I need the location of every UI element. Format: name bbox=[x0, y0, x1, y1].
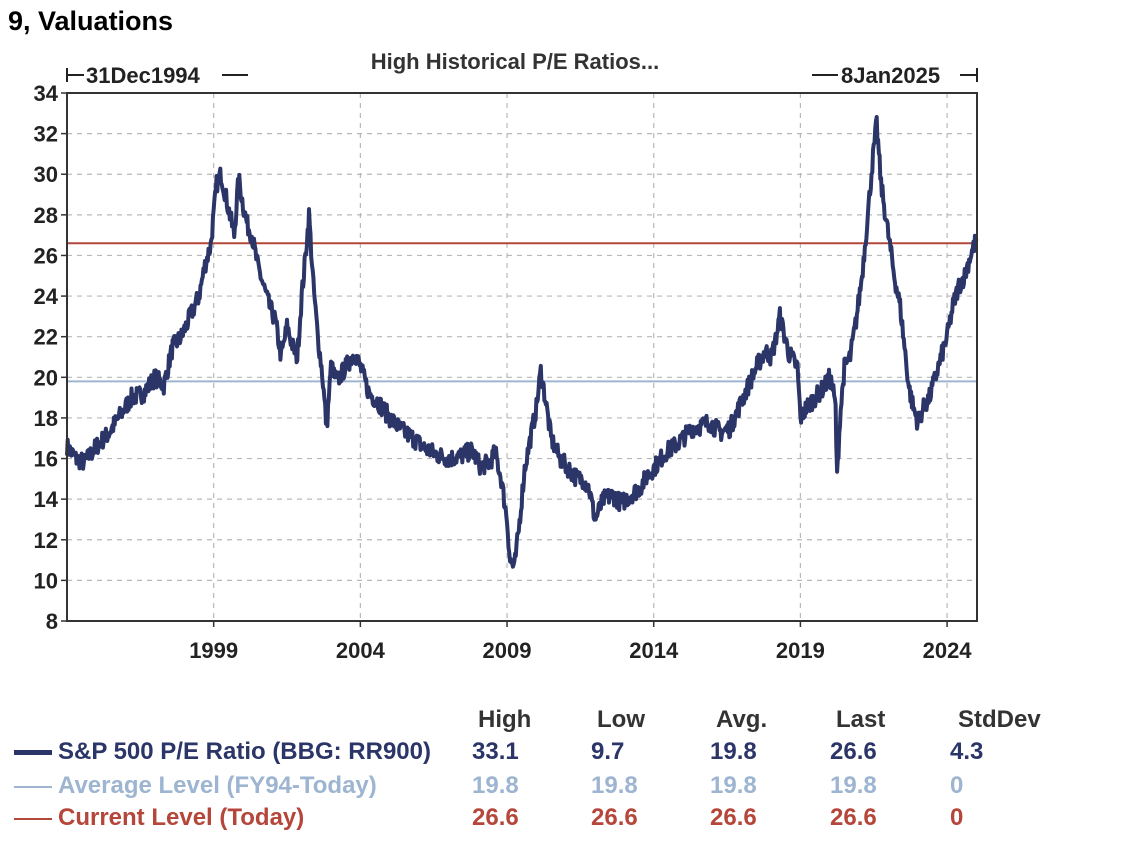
stats-row-series: S&P 500 P/E Ratio (BBG: RR900) 33.1 9.7 … bbox=[0, 736, 1122, 770]
y-tick-label: 10 bbox=[34, 568, 58, 593]
x-tick-label: 2014 bbox=[629, 638, 679, 663]
row-last: 26.6 bbox=[830, 804, 877, 831]
pe-ratio-chart: High Historical P/E Ratios... 8 10 12 14 16 1… bbox=[34, 49, 979, 663]
y-tick-label: 14 bbox=[34, 487, 59, 512]
end-date-marker: 8Jan2025 bbox=[812, 63, 978, 88]
row-high: 33.1 bbox=[472, 738, 519, 765]
row-last: 26.6 bbox=[830, 738, 877, 765]
row-avg: 19.8 bbox=[710, 738, 757, 765]
stats-row-average: Average Level (FY94-Today) 19.8 19.8 19.… bbox=[0, 770, 1122, 804]
y-tick-label: 12 bbox=[34, 528, 58, 553]
series-lines bbox=[65, 115, 979, 569]
row-label: Current Level (Today) bbox=[58, 804, 305, 831]
x-tick-label: 1999 bbox=[189, 638, 238, 663]
chart-title: High Historical P/E Ratios... bbox=[371, 49, 660, 74]
header-last: Last bbox=[836, 706, 886, 733]
y-tick-label: 24 bbox=[34, 284, 59, 309]
header-stddev: StdDev bbox=[958, 706, 1041, 733]
x-tick-label: 2024 bbox=[923, 638, 973, 663]
y-tick-label: 22 bbox=[34, 325, 58, 350]
stats-table: High Low Avg. Last StdDev S&P 500 P/E Ra… bbox=[0, 700, 1122, 850]
start-date-label: 31Dec1994 bbox=[86, 63, 201, 88]
row-label: Average Level (FY94-Today) bbox=[58, 772, 377, 799]
y-tick-label: 34 bbox=[34, 81, 59, 106]
end-date-label: 8Jan2025 bbox=[841, 63, 940, 88]
y-tick-label: 18 bbox=[34, 406, 58, 431]
row-stddev: 0 bbox=[950, 772, 964, 799]
x-axis-ticks: 1999 2004 2009 2014 2019 2024 bbox=[189, 621, 972, 663]
row-last: 19.8 bbox=[830, 772, 877, 799]
row-stddev: 0 bbox=[950, 804, 964, 831]
plot-frame bbox=[66, 92, 978, 622]
series-legend-swatch bbox=[14, 750, 52, 755]
y-tick-label: 20 bbox=[34, 365, 58, 390]
header-avg: Avg. bbox=[716, 706, 768, 733]
row-avg: 26.6 bbox=[710, 804, 757, 831]
header-high: High bbox=[478, 706, 532, 733]
row-low: 19.8 bbox=[591, 772, 638, 799]
x-tick-label: 2004 bbox=[336, 638, 386, 663]
row-stddev: 4.3 bbox=[950, 738, 984, 765]
grid bbox=[67, 93, 977, 621]
row-avg: 19.8 bbox=[710, 772, 757, 799]
row-low: 9.7 bbox=[591, 738, 625, 765]
x-tick-label: 2019 bbox=[776, 638, 825, 663]
start-date-marker: 31Dec1994 bbox=[66, 63, 248, 88]
row-label: S&P 500 P/E Ratio (BBG: RR900) bbox=[58, 738, 431, 765]
page-title: 9, Valuations bbox=[8, 6, 174, 36]
header-low: Low bbox=[597, 706, 645, 733]
y-tick-label: 30 bbox=[34, 162, 58, 187]
y-axis-ticks: 8 10 12 14 16 18 20 22 24 26 28 30 32 34 bbox=[34, 81, 67, 634]
average-legend-swatch bbox=[14, 786, 52, 788]
y-tick-label: 8 bbox=[46, 609, 58, 634]
y-tick-label: 28 bbox=[34, 203, 58, 228]
y-tick-label: 26 bbox=[34, 243, 58, 268]
row-high: 19.8 bbox=[472, 772, 519, 799]
stats-row-current: Current Level (Today) 26.6 26.6 26.6 26.… bbox=[0, 802, 1122, 836]
current-legend-swatch bbox=[14, 818, 52, 820]
y-tick-label: 32 bbox=[34, 122, 58, 147]
x-tick-label: 2009 bbox=[483, 638, 532, 663]
row-high: 26.6 bbox=[472, 804, 519, 831]
row-low: 26.6 bbox=[591, 804, 638, 831]
sp500-pe-ratio-line bbox=[65, 115, 979, 569]
y-tick-label: 16 bbox=[34, 447, 58, 472]
